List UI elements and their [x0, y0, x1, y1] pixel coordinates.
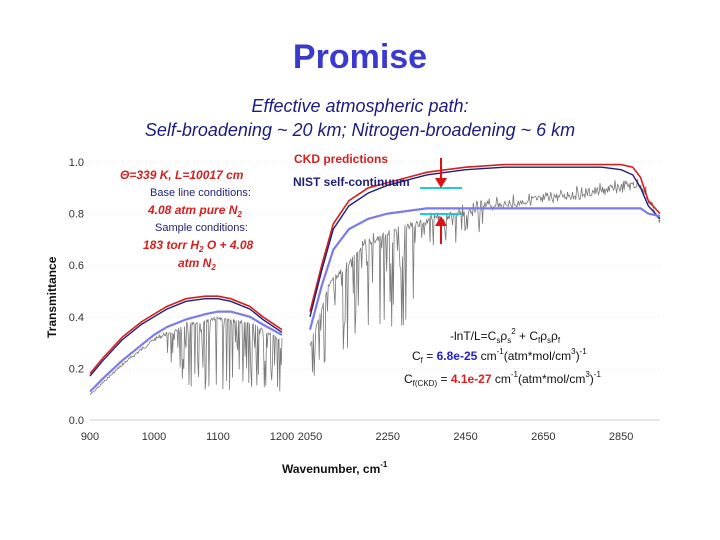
chart-marks — [420, 158, 462, 244]
nist-curve — [89, 310, 283, 393]
measured-spectrum-line — [89, 316, 283, 396]
model-dark-curve — [309, 166, 661, 317]
ckd-curve — [309, 163, 661, 312]
x-axis-label: Wavenumber, cm-1 — [282, 460, 388, 476]
legend-ckd: CKD predictions — [294, 152, 388, 166]
sample-value-line1: 183 torr H2 O + 4.08 — [143, 238, 254, 254]
x-tick-label: 900 — [81, 431, 99, 443]
model-dark-curve — [89, 298, 283, 377]
legend-nist: NIST self-continuum — [293, 175, 410, 189]
x-tick-label: 2850 — [609, 431, 633, 443]
chart-axes: 1.0 0.8 0.6 0.4 0.2 0.0 900 1000 1100 1200 2050 225… — [69, 157, 660, 443]
measured-spectrum — [89, 179, 661, 396]
x-tick-label: 2650 — [531, 431, 555, 443]
nist-curve — [308, 207, 661, 330]
arrow-up-head — [435, 216, 447, 226]
model-curves — [89, 163, 661, 393]
slide-subtitle-line1: Effective atmospheric path: — [251, 96, 469, 116]
y-tick-label: 0.4 — [69, 312, 84, 324]
x-tick-label: 1000 — [142, 431, 166, 443]
arrow-down-head — [435, 178, 447, 188]
cf-measured: Cf = 6.8e-25 cm-1(atm*mol/cm3)-1 — [412, 347, 587, 365]
y-axis-label: Transmittance — [45, 256, 59, 338]
ckd-curve — [89, 295, 283, 375]
y-tick-label: 0.0 — [69, 415, 84, 427]
equation: -lnT/L=Csρs2 + Cfρsρf — [450, 327, 561, 345]
slide-subtitle-line2: Self-broadening ~ 20 km; Nitrogen-broade… — [144, 120, 576, 140]
sample-value-line2: atm N2 — [178, 256, 216, 272]
y-tick-label: 0.2 — [69, 363, 84, 375]
y-tick-label: 0.8 — [69, 209, 84, 221]
x-tick-label: 1100 — [206, 431, 230, 443]
x-tick-label: 1200 — [270, 431, 294, 443]
baseline-value: 4.08 atm pure N2 — [147, 203, 242, 219]
x-tick-label: 2250 — [376, 431, 400, 443]
measured-spectrum-line — [309, 179, 661, 376]
x-tick-label: 2450 — [453, 431, 477, 443]
y-tick-label: 1.0 — [69, 157, 84, 169]
sample-label: Sample conditions: — [155, 222, 248, 234]
baseline-label: Base line conditions: — [150, 187, 251, 199]
slide-title: Promise — [292, 38, 428, 76]
cf-ckd: Cf(CKD) = 4.1e-27 cm-1(atm*mol/cm3)-1 — [404, 370, 601, 388]
y-tick-label: 0.6 — [69, 260, 84, 272]
theta-annotation: Θ=339 K, L=10017 cm — [120, 168, 244, 182]
x-tick-label: 2050 — [298, 431, 322, 443]
